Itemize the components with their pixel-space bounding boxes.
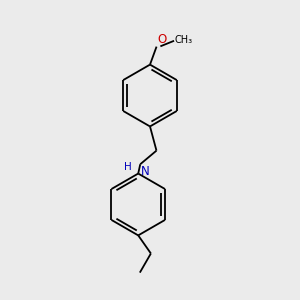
Text: CH₃: CH₃ xyxy=(175,35,193,45)
Text: O: O xyxy=(158,33,167,46)
Text: N: N xyxy=(141,165,150,178)
Text: H: H xyxy=(124,162,132,172)
